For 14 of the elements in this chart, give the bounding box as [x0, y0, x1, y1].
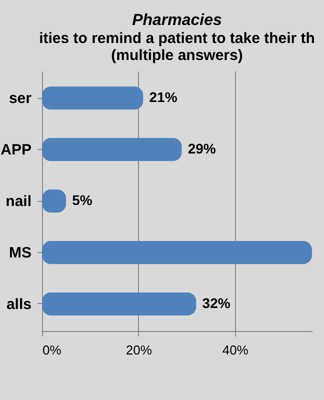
data-label: 5%: [72, 192, 93, 208]
y-tick-label: APP: [0, 142, 32, 159]
data-label: 21%: [149, 89, 178, 106]
y-tick-label: ser: [8, 90, 32, 108]
y-tick-label: nail: [6, 193, 32, 210]
x-tick-label: 0%: [42, 342, 62, 358]
y-tick-label: MS: [9, 244, 32, 262]
x-tick-label: 20%: [126, 342, 152, 358]
y-tick-label: alls: [6, 296, 32, 313]
chart-title: Pharmacies: [132, 12, 222, 29]
x-tick-label: 40%: [222, 342, 249, 358]
data-label: 29%: [188, 140, 216, 157]
data-label: 32%: [202, 294, 231, 311]
chart-subtitle: ities to remind a patient to take their th (multiple answers): [39, 30, 315, 64]
